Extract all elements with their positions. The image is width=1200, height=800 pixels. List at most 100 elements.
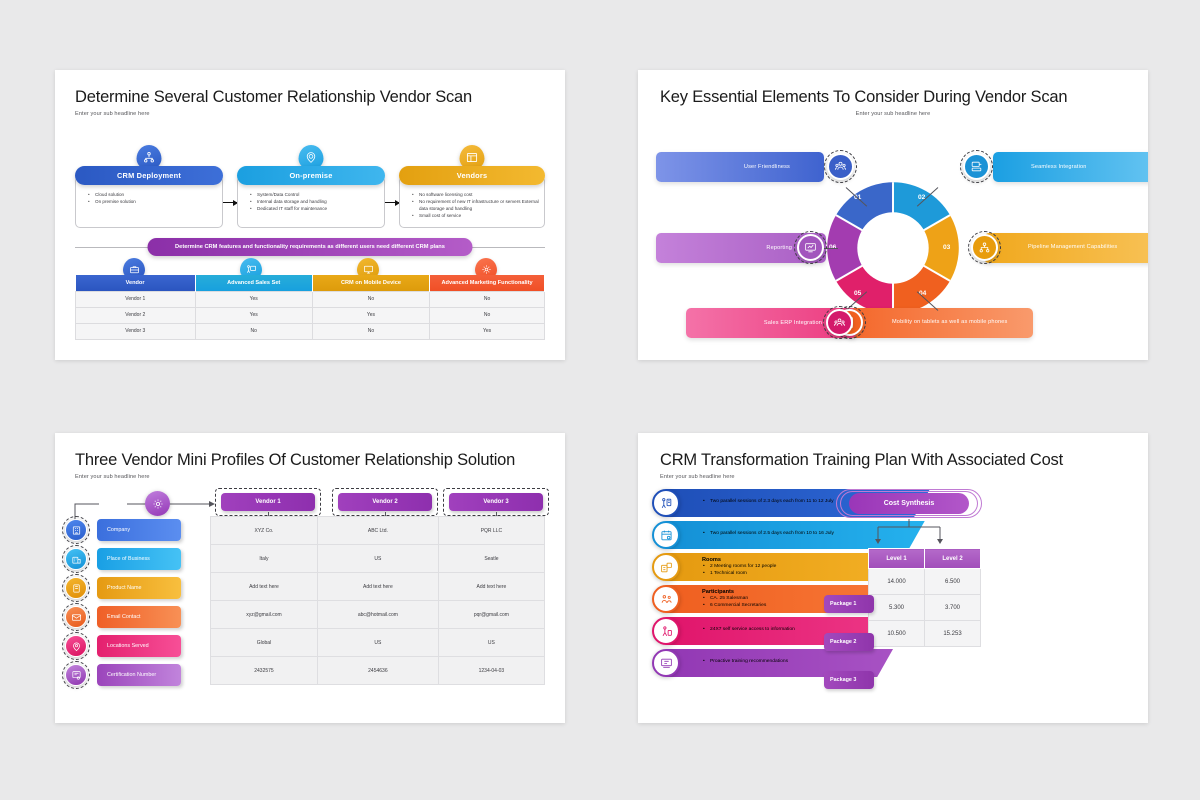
- label-mobility[interactable]: Mobility on tablets as well as mobile ph…: [848, 308, 1033, 338]
- briefcase-icon: [123, 258, 145, 280]
- attribute-email-contact[interactable]: Email Contact: [97, 606, 181, 628]
- card-heading: On-premise: [237, 166, 385, 185]
- table-header-row: Level 1 Level 2: [868, 548, 981, 569]
- funnel-bullets: Two parallel sessions of 2.3 days each f…: [702, 498, 930, 506]
- requirements-banner[interactable]: Determine CRM features and functionality…: [147, 238, 473, 256]
- cell: Yes: [311, 306, 431, 324]
- slide-key-elements[interactable]: Key Essential Elements To Consider Durin…: [638, 70, 1148, 360]
- page-title: CRM Transformation Training Plan With As…: [660, 451, 1063, 469]
- table-row[interactable]: Vendor 3 No No Yes: [75, 322, 545, 340]
- org-chart-icon: [136, 145, 162, 170]
- attribute-product-name[interactable]: Product Name: [97, 577, 181, 599]
- table-row[interactable]: 10.500 15.253: [868, 620, 981, 647]
- table-row[interactable]: Italy US Seatle: [210, 544, 546, 573]
- bullet: Proactive training recommendations: [702, 658, 893, 666]
- cost-table[interactable]: Level 1 Level 2 14.000 6.500 5.300 3.700…: [868, 548, 981, 647]
- vendor-comparison-table[interactable]: Vendor Advanced Sales Set CRM on Mobile …: [75, 275, 545, 340]
- funnel-row[interactable]: Proactive training recommendations: [652, 649, 942, 677]
- package-label-1[interactable]: Package 1: [824, 595, 874, 613]
- label-text: Sales ERP Integration: [763, 320, 822, 326]
- table-row[interactable]: 14.000 6.500: [868, 568, 981, 595]
- cell: 3.700: [924, 594, 981, 621]
- cell: 2432575: [210, 656, 318, 685]
- cell: No: [429, 290, 545, 308]
- cell: xyz@gmail.com: [210, 600, 318, 629]
- cell: 15.253: [924, 620, 981, 647]
- vendor-header-1[interactable]: Vendor 1: [221, 493, 315, 511]
- slide-vendor-profiles[interactable]: Three Vendor Mini Profiles Of Customer R…: [55, 433, 565, 723]
- segment-number: 03: [943, 244, 951, 251]
- gear-icon: [145, 491, 170, 516]
- dashed-ring: [62, 603, 90, 631]
- map-pin-icon: [65, 635, 87, 657]
- cell: Add text here: [316, 572, 439, 601]
- table-row[interactable]: Vendor 2 Yes Yes No: [75, 306, 545, 324]
- table-row[interactable]: Global US US: [210, 628, 546, 657]
- segment-number: 02: [918, 194, 926, 201]
- funnel-bullets: Two parallel sessions of 2.5 days each f…: [702, 530, 925, 538]
- table-row[interactable]: 5.300 3.700: [868, 594, 981, 621]
- cell: US: [316, 628, 439, 657]
- package-label-2[interactable]: Package 2: [824, 633, 874, 651]
- cell: Yes: [194, 290, 313, 308]
- label-pipeline-management[interactable]: Pipeline Management Capabilities: [984, 233, 1148, 263]
- requirements-banner-area: Determine CRM features and functionality…: [75, 238, 545, 256]
- attribute-certification-number[interactable]: Certification Number: [97, 664, 181, 686]
- dashed-ring: [824, 150, 857, 183]
- slide-vendor-scan[interactable]: Determine Several Customer Relationship …: [55, 70, 565, 360]
- funnel-bullets: Proactive training recommendations: [702, 658, 893, 666]
- location-pin-icon: [298, 145, 324, 170]
- cell: No: [311, 322, 431, 340]
- card-vendors[interactable]: Vendors No software licensing cost No re…: [399, 145, 545, 228]
- bullet: Cloud solution: [88, 191, 222, 198]
- funnel-bullets: 24X7 self service access to information: [702, 626, 904, 634]
- table-row[interactable]: Add text here Add text here Add text her…: [210, 572, 546, 601]
- cell: No: [429, 306, 545, 324]
- cell: 1234-04-03: [437, 656, 546, 685]
- funnel-title: Rooms: [702, 557, 721, 563]
- page-subtitle: Enter your sub headline here: [855, 111, 931, 117]
- vendor-profile-table[interactable]: XYZ Co. ABC Ltd. PQR LLC Italy US Seatle…: [210, 516, 546, 685]
- product-box-icon: [65, 577, 87, 599]
- column-header: Advanced Sales Set: [195, 275, 313, 291]
- users-group-icon: [827, 153, 854, 180]
- column-header: CRM on Mobile Device: [312, 275, 431, 291]
- label-seamless-integration[interactable]: Seamless Integration: [993, 152, 1148, 182]
- attribute-company[interactable]: Company: [97, 519, 181, 541]
- slide-training-plan[interactable]: CRM Transformation Training Plan With As…: [638, 433, 1148, 723]
- cell: PQR LLC: [437, 516, 546, 545]
- page-subtitle: Enter your sub headline here: [75, 111, 150, 117]
- cell: Vendor 3: [75, 322, 196, 340]
- card-on-premise[interactable]: On-premise System/Data Control Internal …: [237, 145, 385, 228]
- deployment-cards: CRM Deployment Cloud solution On premise…: [75, 145, 545, 228]
- card-bullets: System/Data Control Internal data storag…: [250, 191, 384, 212]
- monitor-icon: [357, 258, 379, 280]
- card-crm-deployment[interactable]: CRM Deployment Cloud solution On premise…: [75, 145, 223, 228]
- vendor-header-2[interactable]: Vendor 2: [338, 493, 432, 511]
- megaphone-icon: [475, 258, 497, 280]
- vendor-header-3[interactable]: Vendor 3: [449, 493, 543, 511]
- funnel-title: Participants: [702, 589, 735, 595]
- table-row[interactable]: Vendor 1 Yes No No: [75, 290, 545, 308]
- label-user-friendliness[interactable]: User Friendliness: [656, 152, 824, 182]
- table-row[interactable]: 2432575 2454636 1234-04-03: [210, 656, 546, 685]
- bullet: CA. 25 Salesman: [702, 595, 914, 603]
- cell: Global: [210, 628, 318, 657]
- cell: No: [311, 290, 431, 308]
- cost-synthesis-header[interactable]: Cost Synthesis: [849, 493, 969, 514]
- table-row[interactable]: XYZ Co. ABC Ltd. PQR LLC: [210, 516, 546, 545]
- funnel-row[interactable]: Two parallel sessions of 2.5 days each f…: [652, 521, 942, 549]
- certificate-icon: [65, 664, 87, 686]
- cell: 14.000: [868, 568, 925, 595]
- team-icon: [826, 309, 853, 336]
- attribute-place-of-business[interactable]: Place of Business: [97, 548, 181, 570]
- connector-line: [818, 248, 838, 249]
- table-header-row: Vendor Advanced Sales Set CRM on Mobile …: [75, 275, 545, 291]
- cell: XYZ Co.: [210, 516, 318, 545]
- package-label-3[interactable]: Package 3: [824, 671, 874, 689]
- table-row[interactable]: xyz@gmail.com abc@hotmail.com pqr@gmail.…: [210, 600, 546, 629]
- calendar-icon: [652, 521, 680, 549]
- bullet: Two parallel sessions of 2.3 days each f…: [702, 498, 930, 506]
- participants-icon: [652, 585, 680, 613]
- attribute-locations-served[interactable]: Locations Served: [97, 635, 181, 657]
